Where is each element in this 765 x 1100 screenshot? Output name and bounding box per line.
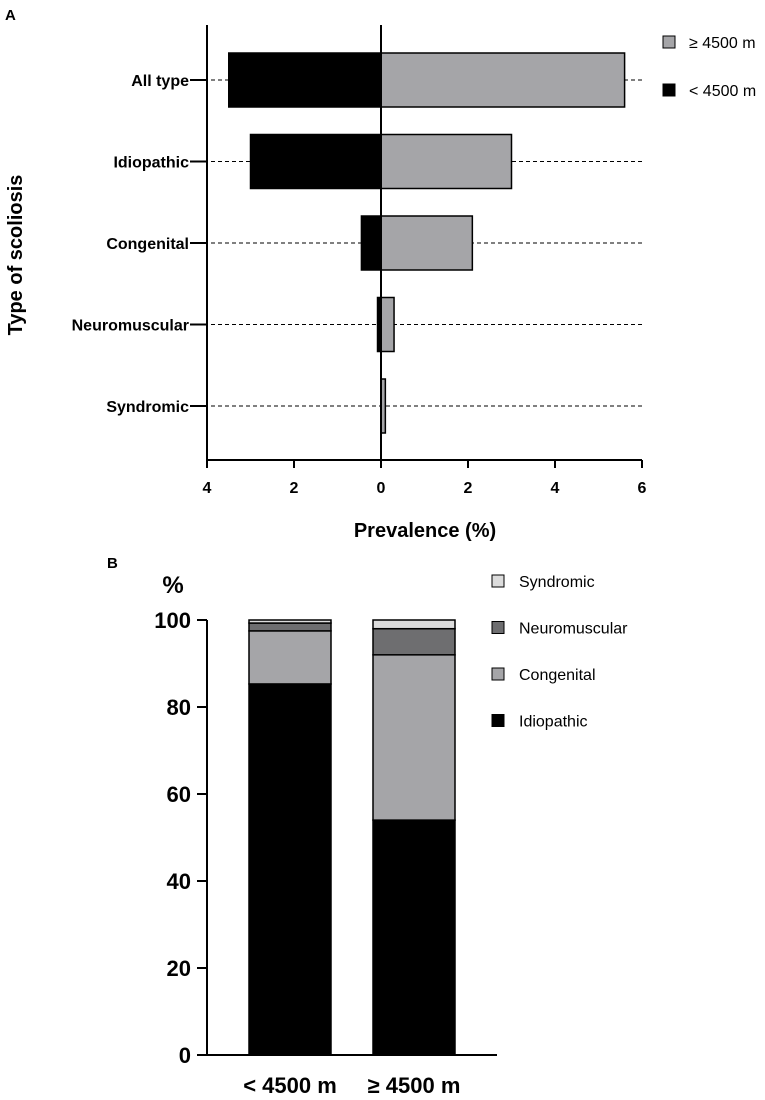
b-legend-swatch-neuromuscular bbox=[491, 621, 505, 634]
panel-a-label: A bbox=[5, 7, 16, 24]
b-legend-swatch-syndromic bbox=[491, 574, 505, 588]
a-category-labels: All type Idiopathic Congenital Neuromuscula… bbox=[72, 73, 207, 416]
panel-a: A Type of scoliosis Prevalence (%) All t… bbox=[5, 7, 756, 542]
b-legend-label-syndromic: Syndromic bbox=[519, 574, 595, 591]
b-y-axis-title: % bbox=[162, 572, 183, 599]
b-y-tick-label-2: 40 bbox=[167, 869, 191, 894]
a-legend-swatch-4500-m bbox=[662, 83, 676, 97]
a-bars bbox=[228, 52, 626, 434]
a-category-label-idiopathic: Idiopathic bbox=[113, 155, 189, 172]
a-x-tick-label-5: 6 bbox=[638, 480, 647, 497]
a-bar-high-idiopathic bbox=[380, 133, 513, 190]
b-y-tick-label-4: 80 bbox=[167, 695, 191, 720]
a-bar-high-neuromuscular bbox=[380, 296, 395, 353]
a-legend-swatch-4500-m bbox=[662, 35, 676, 49]
b-y-tick-label-5: 100 bbox=[154, 608, 191, 633]
b-category-label-4500-m: < 4500 m bbox=[243, 1073, 337, 1098]
b-legend: Syndromic Neuromuscular Congenital Idiopath… bbox=[491, 574, 628, 731]
b-y-tick-label-0: 0 bbox=[179, 1043, 191, 1068]
a-x-tick-label-2: 0 bbox=[377, 480, 386, 497]
a-x-tick-label-3: 2 bbox=[464, 480, 473, 497]
b-bar-4500-m-idiopathic bbox=[248, 683, 332, 1056]
b-bar-4500-m-syndromic bbox=[248, 619, 332, 624]
a-legend-label-4500-m: < 4500 m bbox=[689, 83, 756, 100]
a-bar-low-idiopathic bbox=[249, 133, 382, 190]
a-category-label-congenital: Congenital bbox=[106, 236, 189, 253]
b-bar-4500-m-neuromuscular bbox=[248, 622, 332, 632]
a-bar-high-congenital bbox=[380, 215, 474, 271]
b-category-label-4500-m: ≥ 4500 m bbox=[368, 1073, 461, 1098]
a-x-tick-label-4: 4 bbox=[551, 480, 560, 497]
a-legend-label-4500-m: ≥ 4500 m bbox=[689, 35, 756, 52]
b-legend-label-congenital: Congenital bbox=[519, 667, 596, 684]
a-x-ticks: 4 2 0 2 4 6 bbox=[203, 460, 647, 497]
a-x-tick-label-1: 2 bbox=[290, 480, 299, 497]
b-legend-swatch-idiopathic bbox=[491, 714, 505, 727]
b-bar-4500-m-congenital bbox=[372, 654, 456, 821]
a-bar-high-all-type bbox=[380, 52, 626, 108]
b-bar-4500-m-neuromuscular bbox=[372, 627, 456, 656]
a-category-label-all-type: All type bbox=[131, 73, 189, 90]
a-bar-low-congenital bbox=[360, 215, 382, 271]
b-bar-4500-m-syndromic bbox=[372, 619, 456, 630]
a-category-label-syndromic: Syndromic bbox=[106, 399, 189, 416]
a-x-tick-label-0: 4 bbox=[203, 480, 212, 497]
b-axes bbox=[206, 620, 497, 1056]
a-bar-low-all-type bbox=[228, 52, 382, 108]
panel-b: B % 0 20 40 60 80 100 < 4500 m ≥ 4500 m Syndro… bbox=[107, 555, 628, 1098]
a-category-label-neuromuscular: Neuromuscular bbox=[72, 318, 189, 335]
b-bar-4500-m-idiopathic bbox=[372, 819, 456, 1056]
panel-b-label: B bbox=[107, 555, 118, 572]
b-category-labels: < 4500 m ≥ 4500 m bbox=[243, 1073, 460, 1098]
b-y-tick-label-1: 20 bbox=[167, 956, 191, 981]
b-bar-4500-m-congenital bbox=[248, 630, 332, 685]
a-legend: ≥ 4500 m < 4500 m bbox=[662, 35, 756, 100]
a-x-axis-title: Prevalence (%) bbox=[354, 520, 496, 542]
b-bars bbox=[248, 619, 456, 1056]
b-legend-label-idiopathic: Idiopathic bbox=[519, 714, 588, 731]
a-y-axis-title: Type of scoliosis bbox=[5, 175, 27, 336]
b-y-tick-label-3: 60 bbox=[167, 782, 191, 807]
b-legend-swatch-congenital bbox=[491, 667, 505, 681]
b-legend-label-neuromuscular: Neuromuscular bbox=[519, 621, 628, 638]
b-y-ticks: 0 20 40 60 80 100 bbox=[154, 608, 207, 1068]
